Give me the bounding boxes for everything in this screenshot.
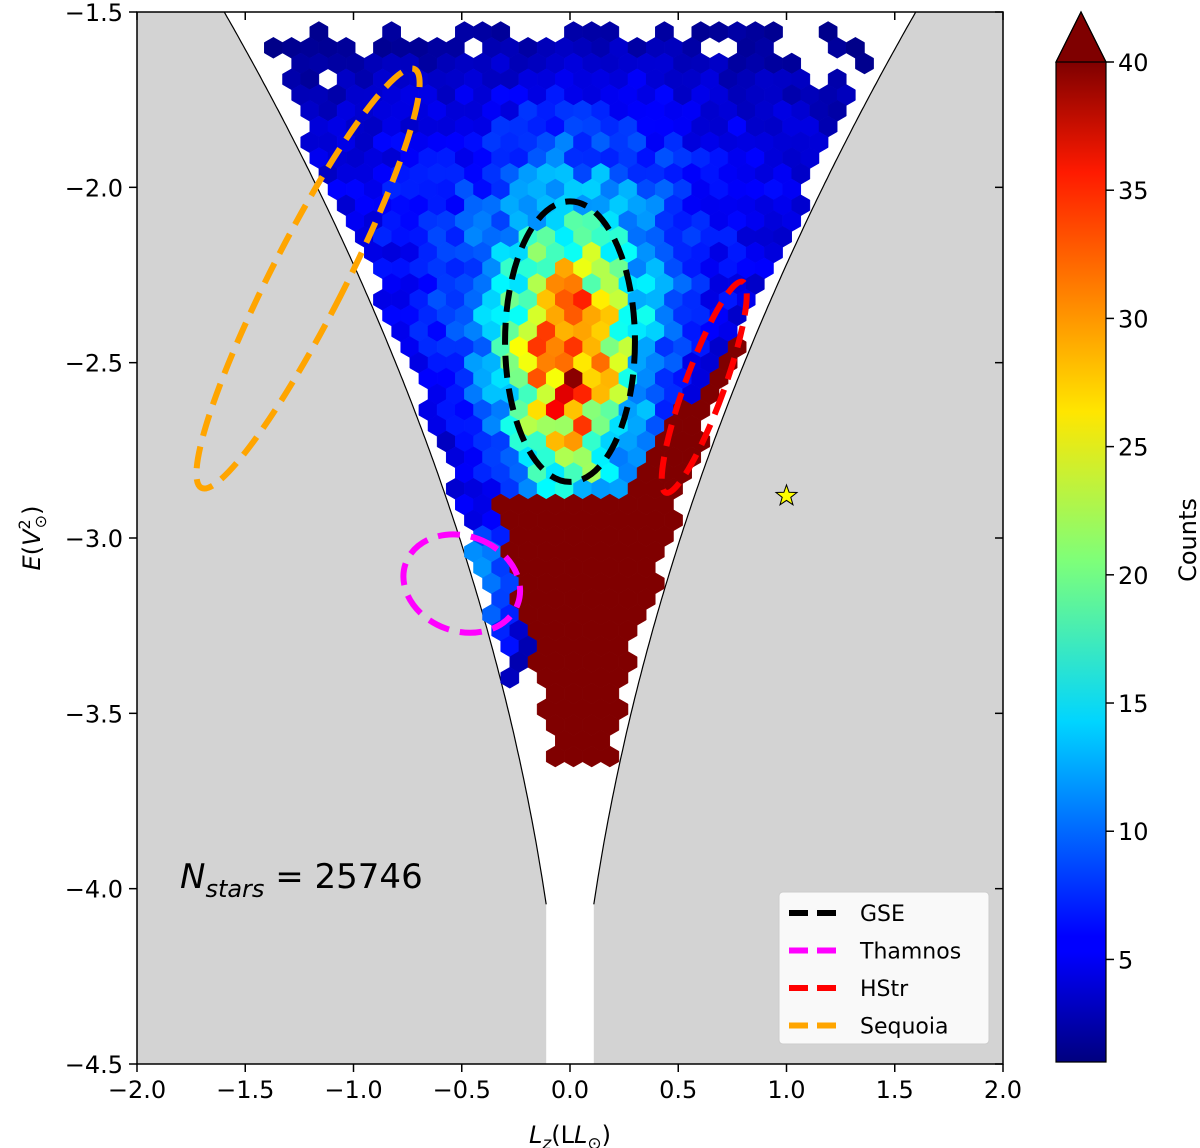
hex-bin [264,37,283,59]
hex-bin [855,52,874,75]
colorbar-tick-label: 20 [1118,562,1149,590]
x-tick-label: −0.5 [433,1076,491,1104]
sun-marker [774,483,799,506]
colorbar-tick-label: 30 [1118,305,1149,333]
substructure-ellipses [193,65,750,636]
colorbar-tick-label: 5 [1118,946,1133,974]
legend-label-sequoia: Sequoia [860,1015,948,1040]
x-tick-label: 0.0 [551,1076,589,1104]
x-tick-label: 1.5 [876,1076,914,1104]
sun-star-marker [774,483,799,506]
colorbar-tick-label: 10 [1118,818,1149,846]
colorbar-label: Counts [1174,498,1200,582]
legend-label-hstr: HStr [860,977,909,1002]
colorbar-tick-label: 40 [1118,49,1149,77]
legend: GSE Thamnos HStr Sequoia [778,891,990,1045]
x-tick-label: −1.0 [324,1076,382,1104]
ellipse-hstr [658,278,750,496]
ellipse-gse [502,198,638,485]
colorbar-tick-label: 15 [1118,690,1149,718]
ellipse-thamnos [400,531,524,636]
x-tick-label: 0.5 [659,1076,697,1104]
boundary-curve-right [593,12,917,905]
colorbar-tick-label: 35 [1118,177,1149,205]
hex-bin [709,21,729,43]
colorbar-outline [1055,10,1107,1063]
hexbin-cells [264,21,874,768]
legend-label-thamnos: Thamnos [859,940,961,965]
legend-box [778,891,990,1045]
legend-label-gse: GSE [860,902,905,927]
y-tick-label: −2.0 [65,174,123,202]
hex-bin [500,667,520,689]
hex-bin [600,745,620,768]
ellipse-sequoia [193,65,423,492]
boundary-curve-left [223,12,547,905]
y-axis-label: E(V2⊙) [15,506,50,571]
forbidden-region-left [137,12,547,1064]
x-tick-label: −2.0 [108,1076,166,1104]
forbidden-region [137,12,1003,1064]
y-tick-label: −4.5 [65,1051,123,1079]
colorbar-tick-label: 25 [1118,434,1149,462]
x-tick-label: −1.5 [216,1076,274,1104]
forbidden-region-right [593,12,1003,1064]
y-axis-ticks: −1.5 −2.0 −2.5 −3.0 −3.5 −4.0 −4.5 [65,0,1003,1079]
y-tick-label: −3.0 [65,525,123,553]
y-tick-label: −4.0 [65,876,123,904]
colorbar-extend-arrow [1055,10,1107,63]
x-tick-label: 1.0 [767,1076,805,1104]
star-count-annotation: Nstars = 25746 [180,857,423,903]
y-tick-label: −1.5 [65,0,123,27]
colorbar: 5 10 15 20 25 30 35 40 Counts [1055,10,1200,1063]
y-tick-label: −2.5 [65,350,123,378]
y-tick-label: −3.5 [65,700,123,728]
x-tick-label: 2.0 [984,1076,1022,1104]
x-axis-label: Lz(LL⊙) [529,1121,611,1148]
x-axis-ticks: −2.0 −1.5 −1.0 −0.5 0.0 0.5 1.0 1.5 2.0 [108,12,1022,1104]
colorbar-gradient [1056,62,1106,1062]
